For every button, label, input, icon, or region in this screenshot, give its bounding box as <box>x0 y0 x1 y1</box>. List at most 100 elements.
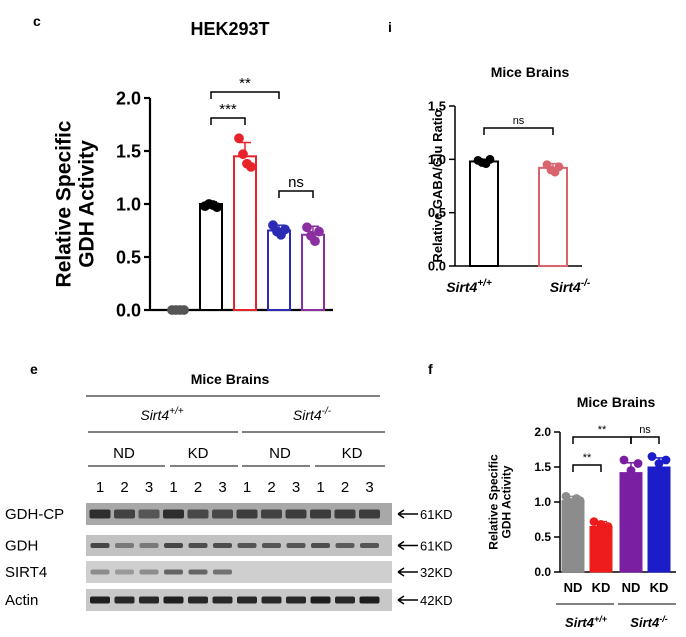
data-point <box>603 522 613 531</box>
data-point <box>568 501 578 510</box>
lane-label: 1 <box>169 479 177 496</box>
data-point <box>630 476 639 486</box>
blot-band <box>114 509 135 519</box>
panel-f-letter: f <box>428 361 433 377</box>
x-category-label: KD <box>650 580 669 595</box>
lane-label: 3 <box>292 479 300 496</box>
significance-bracket <box>572 464 602 472</box>
y-tick-label: 0.5 <box>116 247 141 267</box>
lane-label: 1 <box>243 479 251 496</box>
y-tick-label: 1.5 <box>428 99 446 114</box>
x-group-base: Sirt4 <box>565 615 595 630</box>
lane-label: 2 <box>120 479 128 496</box>
diet-label: KD <box>188 445 209 462</box>
x-group-sup: +/+ <box>594 614 608 624</box>
data-point <box>238 149 248 160</box>
diet-labels: ND KD ND KD <box>88 445 385 467</box>
blot-band <box>90 543 110 548</box>
bar <box>267 229 291 311</box>
y-tick-label: 0.0 <box>428 259 446 274</box>
blot-band <box>164 543 183 548</box>
x-category-base: Sirt4 <box>446 279 477 295</box>
blot-band <box>188 596 208 604</box>
y-tick-label: 0.0 <box>534 565 551 579</box>
significance-label: ** <box>583 452 592 464</box>
significance-label: ** <box>239 75 251 92</box>
data-point <box>314 226 324 237</box>
y-axis-label-line: GDH Activity <box>500 465 514 538</box>
blot-band <box>90 596 110 604</box>
y-axis-label: Relative SpecificGDH Activity <box>52 120 98 287</box>
y-tick-label: 0.5 <box>534 530 551 544</box>
group-label-wt-base: Sirt4 <box>140 407 169 423</box>
data-point <box>623 483 632 493</box>
blot-band <box>310 596 331 604</box>
significance-label: ** <box>598 424 607 436</box>
blot-band <box>286 596 306 604</box>
lane-label: 2 <box>341 479 349 496</box>
significance-label: ns <box>513 115 525 127</box>
significance-label: *** <box>219 101 237 118</box>
data-point <box>633 459 643 468</box>
data-point <box>619 455 629 465</box>
lane-label: 3 <box>145 479 153 496</box>
blot-band <box>90 569 110 575</box>
data-point <box>554 162 564 172</box>
blot-band <box>359 509 380 519</box>
blot-mw-label: 61KD <box>420 539 453 554</box>
data-point <box>234 133 244 144</box>
lane-label: 1 <box>316 479 324 496</box>
x-group-label: Sirt4-/- <box>630 614 667 630</box>
x-group-sup: -/- <box>659 614 668 624</box>
y-axis-label-line: Relative Specific <box>52 120 75 287</box>
data-point <box>302 222 312 233</box>
y-tick-label: 1.0 <box>534 495 551 509</box>
blot-band <box>139 543 159 548</box>
blot-band <box>188 543 208 548</box>
panel-c-title: HEK293T <box>190 19 269 39</box>
blot-band <box>360 543 379 548</box>
panel-c-letter: c <box>33 13 41 29</box>
blot-band <box>286 543 306 548</box>
blot-band <box>164 569 183 575</box>
significance-bracket <box>572 436 632 444</box>
blot-protein-label: GDH <box>5 538 38 555</box>
x-category-sup: +/+ <box>477 278 492 289</box>
x-category-sup: -/- <box>581 278 591 289</box>
data-point <box>654 459 664 468</box>
lane-label: 2 <box>194 479 202 496</box>
panel-f-title: Mice Brains <box>577 394 656 410</box>
blot-band <box>310 509 331 519</box>
blot-band <box>212 596 233 604</box>
significance-bracket <box>210 91 280 99</box>
blot-arrow <box>397 540 418 551</box>
data-point <box>626 466 636 475</box>
x-category-base: Sirt4 <box>550 279 581 295</box>
y-axis-label: Relative GABA/Glu Ratio <box>430 109 445 262</box>
blot-band <box>285 509 307 519</box>
chart-c: 0.0 0.5 1.0 1.5 2.0 Relative SpecificGDH Acti… <box>52 75 333 320</box>
y-axis-label-line: Relative Specific <box>486 454 500 550</box>
bar <box>199 203 223 311</box>
y-tick-label: 1.0 <box>428 152 446 167</box>
y-tick-label: 2.0 <box>534 425 551 439</box>
blot-band <box>115 543 134 548</box>
panel-i-title: Mice Brains <box>491 64 570 80</box>
blot-band <box>114 596 135 604</box>
bar <box>647 466 671 573</box>
blot-mw-label: 42KD <box>420 593 453 608</box>
x-category-label: Sirt4+/+ <box>446 278 492 295</box>
data-point <box>310 236 320 247</box>
x-category-label: Sirt4-/- <box>550 278 591 295</box>
significance-bracket <box>278 190 314 198</box>
data-point <box>647 452 657 461</box>
x-category-label: ND <box>622 580 641 595</box>
diet-label: ND <box>269 445 291 462</box>
panel-e-title: Mice Brains <box>191 371 270 387</box>
chart-f: 0.0 0.5 1.0 1.5 2.0 Relative SpecificGDH Acti… <box>486 424 676 630</box>
blot-band <box>237 596 257 604</box>
bar <box>233 155 257 311</box>
data-point <box>485 154 495 164</box>
